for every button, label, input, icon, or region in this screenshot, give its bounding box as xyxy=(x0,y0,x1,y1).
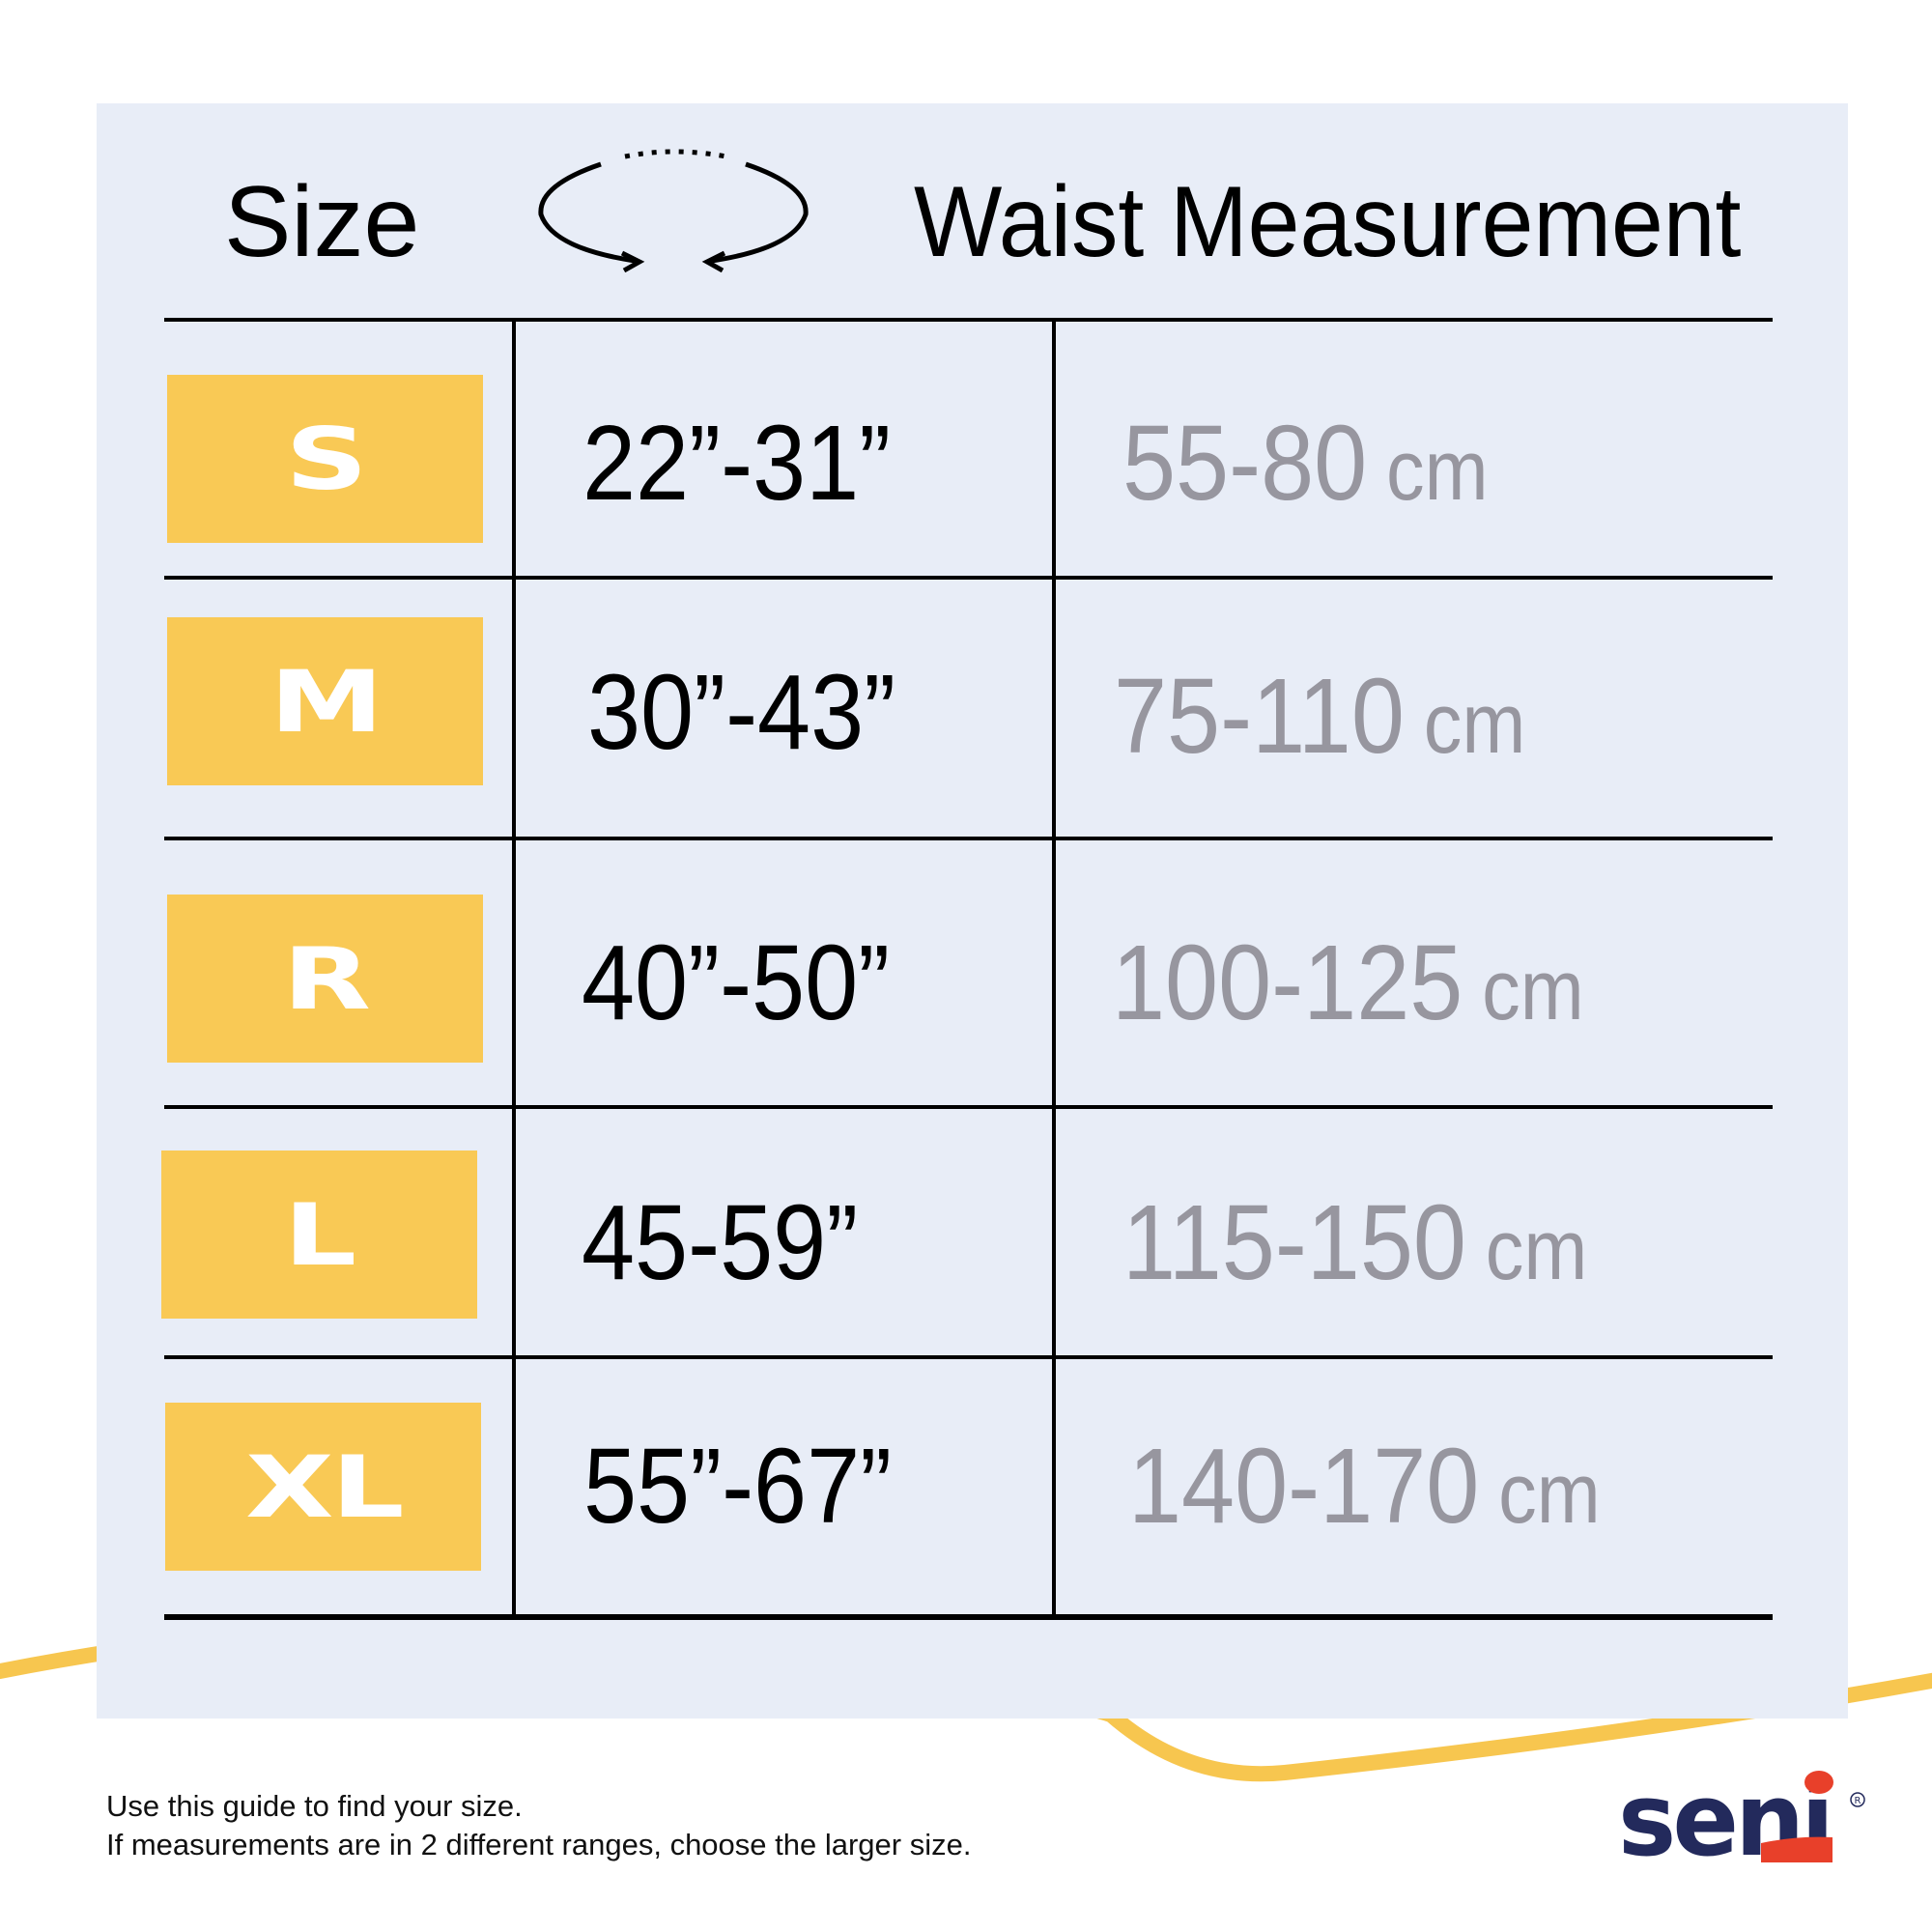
size-badge: XL xyxy=(165,1403,481,1571)
inch-range: 30”-43” xyxy=(587,653,896,772)
table-divider xyxy=(164,318,1773,322)
cm-value: 75-110 xyxy=(1114,657,1405,776)
footer-line-2: If measurements are in 2 different range… xyxy=(106,1828,972,1861)
cm-range: 140-170 cm xyxy=(1128,1434,1601,1540)
cm-value: 100-125 xyxy=(1112,923,1463,1042)
cm-range: 55-80 cm xyxy=(1122,411,1489,517)
seni-logo: seni R xyxy=(1618,1768,1865,1869)
cm-range: 75-110 cm xyxy=(1114,664,1525,770)
inch-range: 40”-50” xyxy=(582,923,891,1042)
table-divider xyxy=(164,1614,1773,1620)
column-divider xyxy=(512,319,516,1618)
circular-arrows-icon xyxy=(538,149,809,272)
size-label: R xyxy=(282,928,370,1029)
footer-note: Use this guide to find your size. If mea… xyxy=(106,1787,971,1864)
inch-range: 45-59” xyxy=(582,1183,859,1302)
cm-unit: cm xyxy=(1482,942,1584,1037)
size-badge: L xyxy=(161,1151,477,1319)
cm-unit: cm xyxy=(1485,1202,1588,1297)
size-label: S xyxy=(285,409,368,509)
table-divider xyxy=(164,576,1773,580)
inch-range: 55”-67” xyxy=(583,1427,893,1546)
cm-unit: cm xyxy=(1423,675,1526,771)
waist-measurement-header: Waist Measurement xyxy=(914,166,1742,278)
size-badge: M xyxy=(167,617,483,785)
cm-unit: cm xyxy=(1386,422,1489,518)
size-badge: S xyxy=(167,375,483,543)
cm-range: 100-125 cm xyxy=(1112,930,1584,1037)
table-divider xyxy=(164,837,1773,840)
svg-text:R: R xyxy=(1855,1796,1861,1806)
footer-line-1: Use this guide to find your size. xyxy=(106,1789,523,1823)
table-divider xyxy=(164,1105,1773,1109)
table-divider xyxy=(164,1355,1773,1359)
inch-range: 22”-31” xyxy=(582,404,892,523)
size-label: L xyxy=(283,1184,357,1285)
cm-value: 55-80 xyxy=(1122,404,1368,523)
size-label: XL xyxy=(244,1436,405,1537)
size-header: Size xyxy=(224,166,420,278)
cm-range: 115-150 cm xyxy=(1122,1190,1587,1296)
cm-value: 115-150 xyxy=(1122,1183,1466,1302)
size-badge: R xyxy=(167,895,483,1063)
cm-unit: cm xyxy=(1498,1445,1601,1541)
size-label: M xyxy=(269,651,384,752)
column-divider xyxy=(1052,319,1056,1618)
cm-value: 140-170 xyxy=(1128,1427,1480,1546)
